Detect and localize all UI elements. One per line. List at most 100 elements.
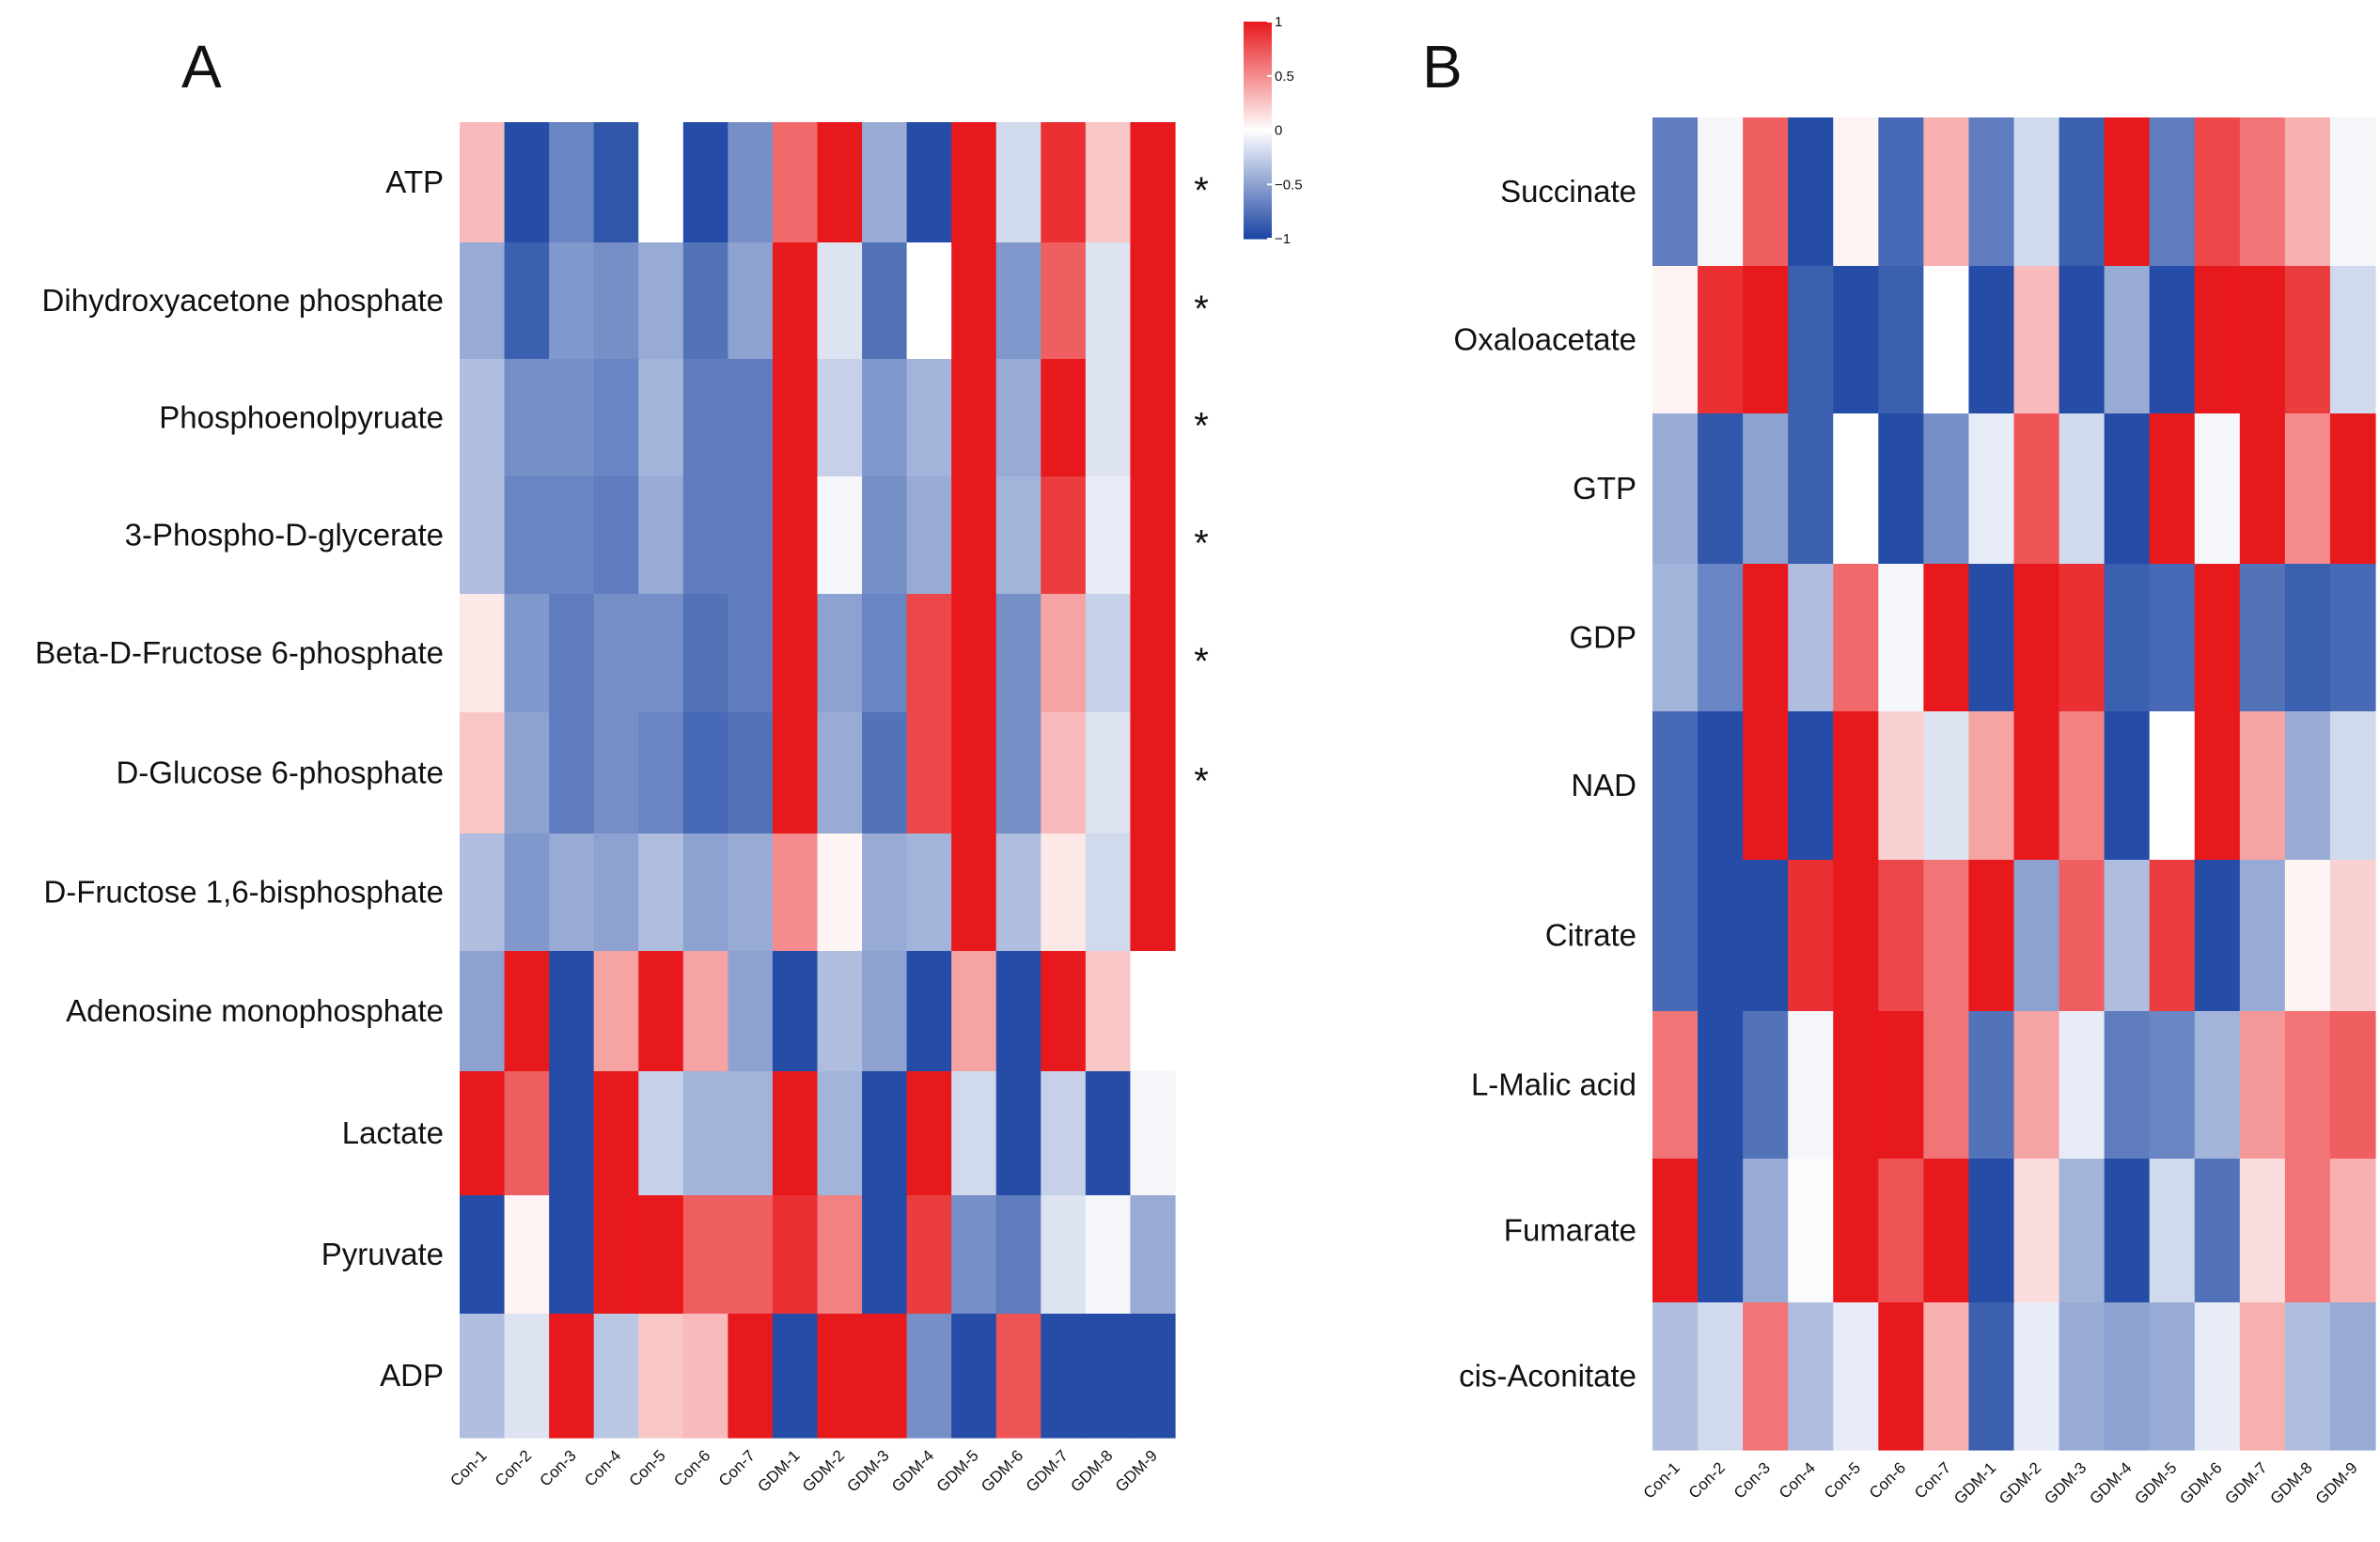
- heatmap-cell: [1788, 860, 1834, 1012]
- colorbar-segment: [1244, 206, 1272, 210]
- heatmap-cell: [2013, 711, 2060, 861]
- heatmap-cell: [2059, 1011, 2106, 1160]
- heatmap-cell: [1085, 1071, 1132, 1196]
- column-label: GDM-6: [978, 1446, 1026, 1495]
- colorbar-segment: [1244, 209, 1272, 212]
- heatmap-cell: [1130, 1314, 1176, 1439]
- column-label: GDM-3: [843, 1446, 892, 1495]
- row-label: Phosphoenolpyruate: [159, 400, 444, 435]
- colorbar-segment: [1244, 151, 1272, 156]
- heatmap-cell: [817, 359, 863, 477]
- heatmap-cell: [1041, 1195, 1087, 1315]
- heatmap-cell: [1788, 266, 1834, 414]
- row-label: D-Fructose 1,6-bisphosphate: [43, 875, 444, 910]
- colorbar-segment: [1244, 233, 1272, 237]
- heatmap-cell: [1085, 951, 1132, 1072]
- heatmap-cell: [1833, 117, 1879, 267]
- colorbar-segment: [1244, 68, 1272, 71]
- heatmap-cell: [1788, 117, 1834, 267]
- colorbar-segment: [1244, 72, 1272, 77]
- column-label: Con-3: [1730, 1458, 1774, 1502]
- colorbar-segment: [1244, 117, 1272, 120]
- heatmap-cell: [2149, 266, 2196, 414]
- heatmap-cell: [2284, 711, 2331, 861]
- colorbar-segment: [1244, 176, 1272, 180]
- heatmap-cell: [2059, 1159, 2106, 1303]
- significance-marker: *: [1194, 761, 1209, 802]
- heatmap-cell: [682, 359, 728, 477]
- colorbar-segment: [1244, 94, 1272, 99]
- colorbar-tick-label: 0: [1275, 123, 1282, 139]
- heatmap-cell: [460, 1314, 506, 1439]
- colorbar-segment: [1244, 200, 1272, 205]
- heatmap-cell: [1743, 1159, 1789, 1303]
- colorbar-segment: [1244, 195, 1272, 199]
- colorbar-segment: [1244, 167, 1272, 172]
- heatmap-cell: [549, 951, 595, 1072]
- heatmap-cell: [1788, 564, 1834, 712]
- heatmap-cell: [2104, 266, 2151, 414]
- heatmap-cell: [682, 833, 728, 952]
- heatmap-b: Succinate Oxaloacetate GTP GDP NAD Citrate L-M…: [1454, 117, 2376, 1508]
- colorbar-segment: [1244, 114, 1272, 117]
- heatmap-cell: [638, 594, 684, 713]
- row-label: Fumarate: [1504, 1213, 1636, 1248]
- heatmap-cell: [1968, 564, 2015, 712]
- heatmap-cell: [2284, 1302, 2331, 1451]
- heatmap-cell: [2329, 266, 2376, 414]
- heatmap-cell: [772, 594, 819, 713]
- heatmap-cell: [951, 242, 997, 360]
- heatmap-cell: [2013, 266, 2060, 414]
- heatmap-cell: [1833, 711, 1879, 861]
- heatmap-cell: [2284, 1159, 2331, 1303]
- colorbar-segment: [1244, 54, 1272, 58]
- heatmap-cell: [504, 476, 550, 595]
- heatmap-cell: [549, 1314, 595, 1439]
- heatmap-cell: [1085, 594, 1132, 713]
- heatmap-cell: [460, 1195, 506, 1315]
- heatmap-cell: [728, 122, 774, 243]
- heatmap-cell: [1923, 117, 1970, 267]
- heatmap-cell: [2329, 1302, 2376, 1451]
- colorbar-segment: [1244, 216, 1272, 221]
- colorbar-segment: [1244, 141, 1272, 145]
- heatmap-cell: [549, 242, 595, 360]
- heatmap-cell: [862, 594, 908, 713]
- heatmap-cell: [1652, 1011, 1699, 1160]
- heatmap-cell: [549, 1195, 595, 1315]
- colorbar-segment: [1244, 179, 1272, 182]
- heatmap-cell: [862, 1314, 908, 1439]
- heatmap-cell: [995, 833, 1041, 952]
- colorbar-segment: [1244, 173, 1272, 178]
- colorbar-segment: [1244, 89, 1272, 93]
- column-label: GDM-7: [1023, 1446, 1072, 1495]
- heatmap-cell: [1968, 711, 2015, 861]
- heatmap-cell: [593, 594, 639, 713]
- heatmap-cell: [1968, 1011, 2015, 1160]
- heatmap-cell: [504, 712, 550, 834]
- heatmap-cell: [2194, 1011, 2241, 1160]
- heatmap-cell: [2104, 711, 2151, 861]
- heatmap-cell: [995, 1195, 1041, 1315]
- heatmap-cell: [504, 833, 550, 952]
- heatmap-cell: [2059, 564, 2106, 712]
- colorbar-segment: [1244, 121, 1272, 126]
- heatmap-cell: [1878, 1302, 1924, 1451]
- heatmap-cell: [460, 242, 506, 360]
- colorbar-segment: [1244, 102, 1272, 107]
- heatmap-cell: [1968, 1302, 2015, 1451]
- colorbar-segment: [1244, 157, 1272, 161]
- heatmap-cell: [951, 476, 997, 595]
- heatmap-cell: [2194, 860, 2241, 1012]
- colorbar-segment: [1244, 86, 1272, 90]
- colorbar-segment: [1244, 40, 1272, 44]
- heatmap-cell: [2329, 413, 2376, 565]
- heatmap-cell: [638, 951, 684, 1072]
- colorbar: 1 0.5 0 −0.5 −1: [1244, 14, 1303, 247]
- row-label: ATP: [385, 164, 444, 199]
- heatmap-cell: [2149, 564, 2196, 712]
- heatmap-cell: [1878, 1159, 1924, 1303]
- heatmap-cell: [2239, 1011, 2286, 1160]
- column-label: GDM-9: [1112, 1446, 1161, 1495]
- colorbar-segment: [1244, 236, 1272, 240]
